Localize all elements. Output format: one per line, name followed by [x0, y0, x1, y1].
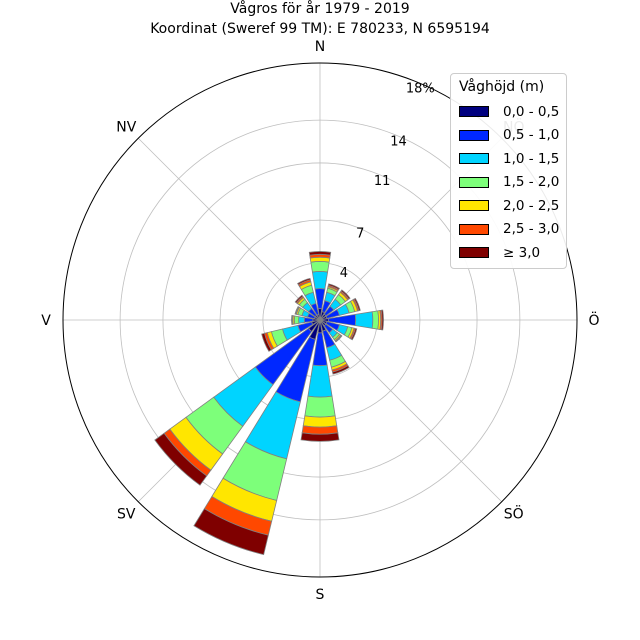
rose-bar-segment: [300, 432, 340, 442]
radial-tick-labels: 4 7 11 14 18%: [340, 82, 435, 282]
rose-bar-segment: [293, 315, 300, 325]
rose-bar-segment: [310, 261, 330, 273]
rose-bar-segment: [327, 283, 340, 291]
radial-tick-label: 14: [390, 134, 407, 149]
chart-subtitle: Koordinat (Sweref 99 TM): E 780233, N 65…: [150, 21, 490, 37]
rose-bar-segment: [301, 425, 339, 435]
legend-item: 2,5 - 3,0: [459, 218, 566, 242]
radial-tick-label: 18%: [406, 82, 435, 97]
rose-bar-segment: [353, 297, 361, 312]
legend-item: 1,0 - 1,5: [459, 147, 566, 171]
legend: Våghöjd (m) 0,0 - 0,5 0,5 - 1,0 1,0 - 1,5 1…: [450, 73, 567, 269]
radial-tick-label: 7: [356, 227, 364, 242]
direction-label: N: [315, 39, 325, 55]
legend-swatch: [459, 247, 489, 259]
direction-label: Ö: [588, 311, 599, 329]
legend-items: 0,0 - 0,5 0,5 - 1,0 1,0 - 1,5 1,5 - 2,0 2,0 …: [459, 100, 566, 265]
direction-label: S: [316, 587, 325, 603]
rose-bar-segment: [354, 311, 374, 329]
plot-outline: [62, 62, 578, 578]
rose-bar-segment: [334, 334, 343, 343]
legend-item: 0,0 - 0,5: [459, 100, 566, 124]
rose-bar-segment: [304, 395, 336, 418]
legend-title: Våghöjd (m): [459, 79, 545, 95]
radial-tick-label: 11: [374, 174, 391, 189]
rose-bar-segment: [302, 415, 338, 428]
legend-item: 0,5 - 1,0: [459, 124, 566, 148]
rose-bar-segment: [294, 306, 300, 315]
rose-bar-segment: [297, 277, 311, 286]
legend-swatch: [459, 223, 489, 235]
legend-label: 1,0 - 1,5: [503, 150, 560, 167]
direction-label: NV: [116, 119, 136, 135]
legend-label: ≥ 3,0: [503, 244, 541, 261]
rose-bar-segment: [294, 294, 304, 304]
legend-label: 0,5 - 1,0: [503, 127, 560, 144]
chart-title: Vågros för år 1979 - 2019: [230, 0, 409, 17]
legend-item: 2,0 - 2,5: [459, 194, 566, 218]
rose-bar-segment: [154, 432, 208, 486]
direction-label: SV: [117, 507, 136, 523]
legend-swatch: [459, 129, 489, 141]
rose-bar-segment: [308, 251, 332, 256]
legend-swatch: [459, 200, 489, 212]
rose-bar-segment: [311, 271, 329, 290]
rose-bar-segment: [307, 364, 333, 398]
rose-bar-segment: [261, 332, 272, 352]
rose-bar-segment: [340, 289, 351, 300]
rose-bar-segment: [298, 316, 305, 324]
grid-spoke: [137, 137, 321, 321]
rose-bar-segment: [371, 310, 379, 330]
rose-bar-segment: [380, 309, 384, 331]
legend-item: 1,5 - 2,0: [459, 171, 566, 195]
rose-bar-segment: [291, 315, 293, 325]
rose-bars: [154, 251, 384, 556]
legend-label: 2,0 - 2,5: [503, 197, 560, 214]
rose-bar-segment: [332, 365, 350, 375]
direction-label: V: [41, 313, 51, 329]
legend-label: 1,5 - 2,0: [503, 174, 560, 191]
legend-swatch: [459, 106, 489, 118]
legend-label: 0,0 - 0,5: [503, 103, 560, 120]
legend-item: ≥ 3,0: [459, 241, 566, 265]
legend-label: 2,5 - 3,0: [503, 221, 560, 238]
grid-spoke: [319, 319, 503, 503]
radial-tick-label: 4: [340, 266, 348, 281]
legend-swatch: [459, 153, 489, 165]
rose-bar-segment: [193, 508, 269, 556]
direction-label: SÖ: [504, 505, 524, 523]
legend-swatch: [459, 176, 489, 188]
rose-bar-segment: [350, 328, 358, 341]
